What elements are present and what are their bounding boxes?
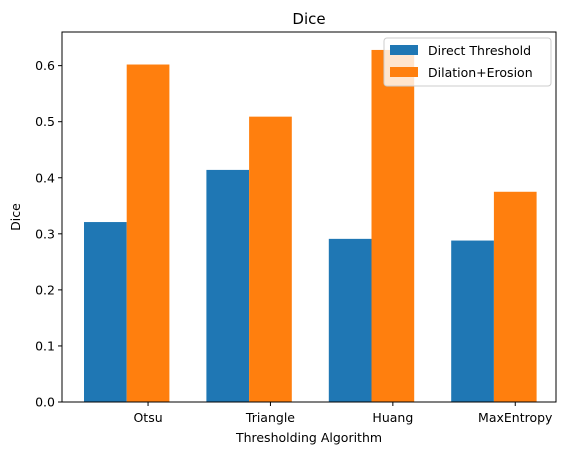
x-tick-label: Otsu	[133, 410, 162, 425]
legend-box	[383, 37, 552, 87]
x-axis: Otsu Triangle Huang MaxEntropy	[133, 402, 553, 425]
x-tick-label: MaxEntropy	[478, 410, 553, 425]
bar-dilation-erosion-otsu	[126, 64, 170, 403]
bar-direct-threshold-huang	[328, 238, 372, 402]
bars-group	[84, 49, 537, 403]
legend-swatch	[390, 45, 418, 55]
x-tick-label: Triangle	[245, 410, 295, 425]
legend-label: Direct Threshold	[428, 43, 531, 58]
y-tick-label: 0.1	[35, 338, 55, 353]
plot-frame	[61, 31, 557, 403]
x-tick-label: Huang	[372, 410, 413, 425]
y-axis-label: Dice	[8, 203, 23, 231]
bar-direct-threshold-maxentropy	[451, 240, 494, 402]
y-tick-label: 0.4	[35, 170, 55, 185]
x-axis-label: Thresholding Algorithm	[235, 430, 382, 445]
y-tick-label: 0.5	[35, 114, 55, 129]
y-tick-label: 0.3	[35, 226, 55, 241]
legend-swatch	[390, 67, 418, 77]
bar-direct-threshold-triangle	[206, 169, 250, 402]
chart-title: Dice	[292, 10, 325, 28]
y-tick-label: 0.0	[35, 395, 55, 410]
bar-direct-threshold-otsu	[84, 222, 127, 402]
y-axis: 0.0 0.1 0.2 0.3 0.4 0.5 0.6	[35, 58, 62, 410]
y-tick-label: 0.6	[35, 58, 55, 73]
bar-dilation-erosion-maxentropy	[493, 191, 537, 402]
legend: Direct Threshold Dilation+Erosion	[383, 37, 552, 87]
bar-dilation-erosion-huang	[371, 49, 415, 402]
legend-label: Dilation+Erosion	[428, 65, 533, 80]
bar-dilation-erosion-triangle	[249, 116, 292, 403]
y-tick-label: 0.2	[35, 282, 55, 297]
